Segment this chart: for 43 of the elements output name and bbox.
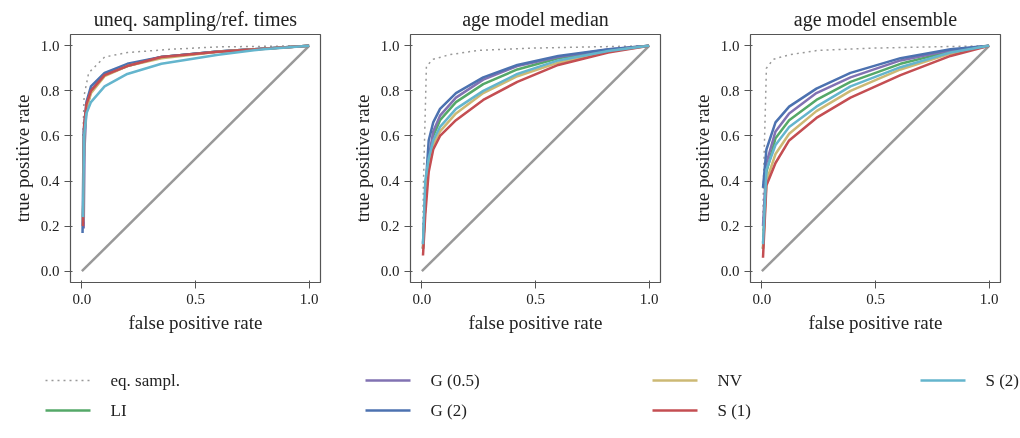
x-axis-title: false positive rate (128, 311, 263, 333)
y-tick-label: 1.0 (380, 37, 400, 54)
legend-label: LI (110, 401, 127, 420)
y-tick-label: 0.8 (380, 82, 400, 99)
x-axis-title: false positive rate (468, 311, 603, 333)
y-tick-label: 0.4 (40, 173, 60, 190)
x-tick-label: 0.0 (752, 290, 772, 307)
legend-label: S (2) (985, 371, 1020, 390)
y-tick-label: 0.6 (720, 127, 740, 144)
x-tick-label: 1.0 (639, 290, 659, 307)
x-tick-label: 0.5 (866, 290, 885, 307)
chart-title: age model ensemble (793, 7, 958, 31)
chart-title: age model median (462, 7, 609, 31)
y-tick-label: 0.2 (720, 218, 740, 235)
y-tick-label: 0.0 (380, 263, 400, 280)
x-tick-label: 0.5 (526, 290, 545, 307)
y-tick-label: 0.8 (720, 82, 740, 99)
y-axis-title: true positive rate (11, 94, 33, 223)
y-tick-label: 0.2 (40, 218, 60, 235)
chart-title: uneq. sampling/ref. times (93, 7, 298, 31)
y-tick-label: 0.0 (40, 263, 60, 280)
y-axis-title: true positive rate (691, 94, 713, 223)
y-tick-label: 0.2 (380, 218, 400, 235)
y-tick-label: 1.0 (40, 37, 60, 54)
y-tick-label: 0.6 (380, 127, 400, 144)
y-tick-label: 0.6 (40, 127, 60, 144)
x-tick-label: 0.0 (72, 290, 92, 307)
x-axis-title: false positive rate (808, 311, 943, 333)
legend-label: S (1) (717, 401, 752, 420)
y-tick-label: 0.0 (720, 263, 740, 280)
legend-label: G (2) (430, 401, 467, 420)
legend-label: G (0.5) (430, 371, 480, 390)
x-tick-label: 1.0 (299, 290, 319, 307)
x-tick-label: 1.0 (979, 290, 999, 307)
y-axis-title: true positive rate (351, 94, 373, 223)
legend-label: eq. sampl. (110, 371, 180, 390)
y-tick-label: 1.0 (720, 37, 740, 54)
y-tick-label: 0.4 (380, 173, 400, 190)
legend-label: NV (717, 371, 743, 390)
y-tick-label: 0.8 (40, 82, 60, 99)
y-tick-label: 0.4 (720, 173, 740, 190)
x-tick-label: 0.0 (412, 290, 432, 307)
x-tick-label: 0.5 (186, 290, 205, 307)
